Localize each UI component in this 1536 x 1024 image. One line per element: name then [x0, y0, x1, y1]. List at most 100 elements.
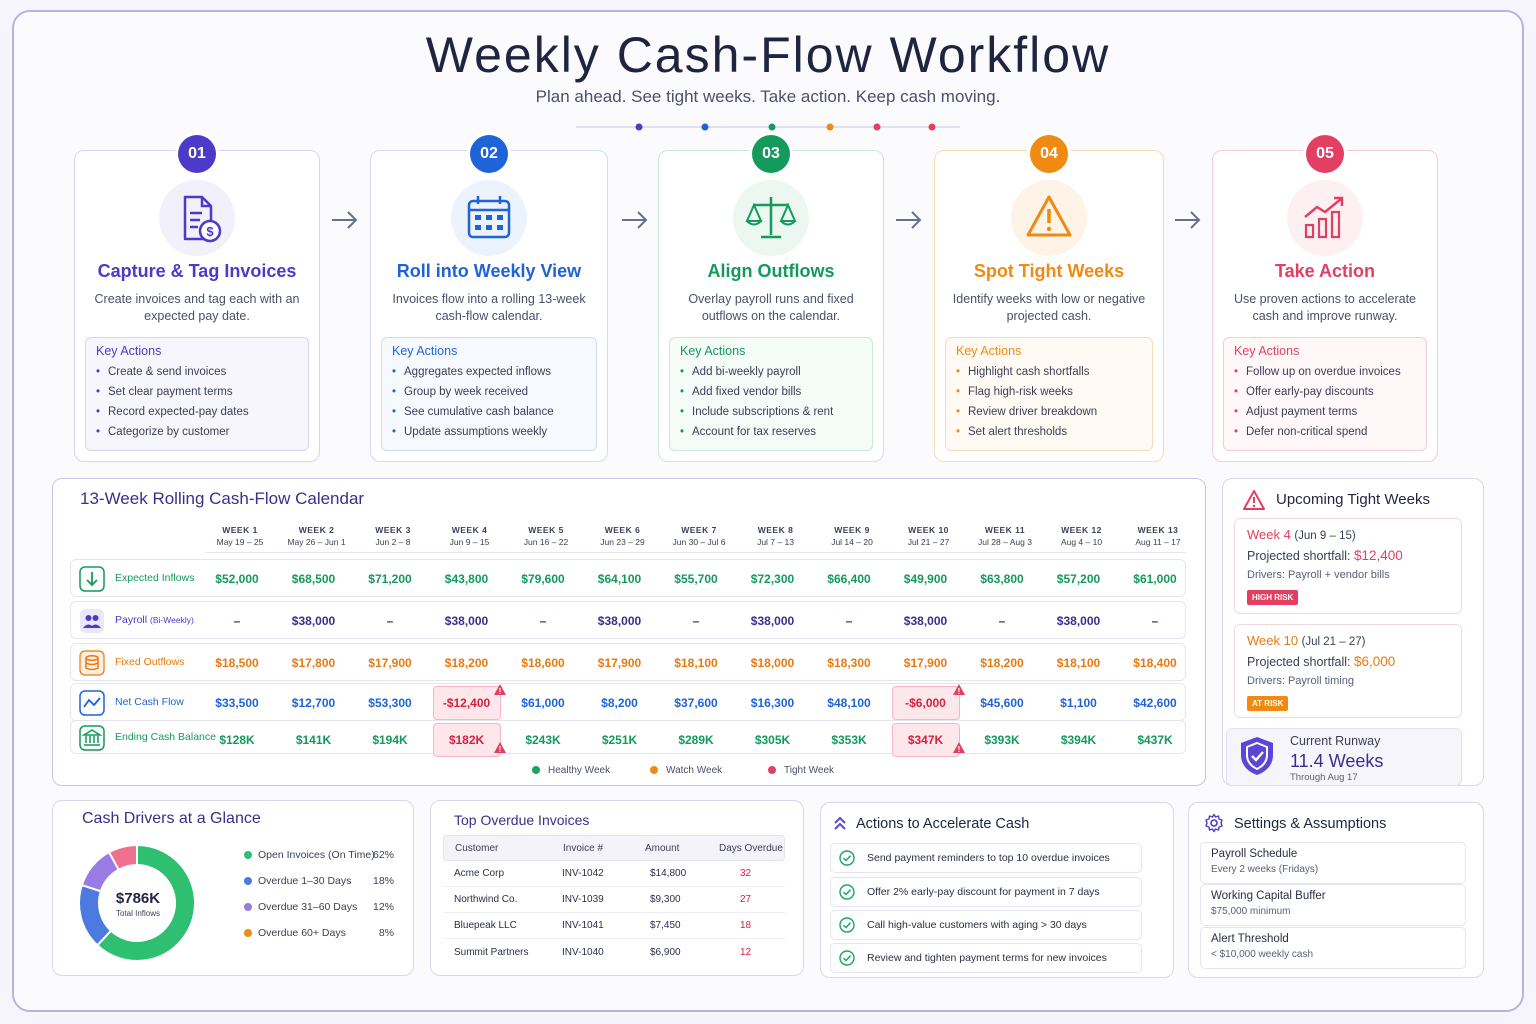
calendar-cell[interactable]: –: [692, 614, 700, 628]
page-subtitle: Plan ahead. See tight weeks. Take action…: [535, 87, 1001, 106]
week-label: WEEK 8: [757, 525, 794, 535]
runway-value: 11.4 Weeks: [1290, 751, 1384, 771]
calendar-cell[interactable]: $305K: [754, 733, 791, 747]
calendar-cell[interactable]: $63,800: [980, 572, 1024, 586]
calendar-cell[interactable]: $53,300: [368, 696, 412, 710]
calendar-cell[interactable]: $8,200: [601, 696, 638, 710]
accelerate-action-item[interactable]: Review and tighten payment terms for new…: [830, 943, 1142, 973]
calendar-cell[interactable]: $128K: [219, 733, 255, 747]
calendar-cell[interactable]: $182K: [432, 723, 501, 757]
svg-text:!: !: [957, 687, 960, 695]
calendar-cell[interactable]: $64,100: [597, 572, 642, 586]
calendar-cell[interactable]: $18,400: [1133, 656, 1177, 670]
calendar-cell[interactable]: –: [386, 614, 394, 628]
calendar-cell[interactable]: $45,600: [980, 696, 1024, 710]
calendar-cell[interactable]: $18,600: [521, 656, 565, 670]
workflow-step-04: 04 Spot Tight Weeks Identify weeks with …: [934, 135, 1164, 462]
calendar-cell[interactable]: $17,800: [291, 656, 336, 670]
balance-scale-icon: [732, 179, 810, 257]
calendar-cell[interactable]: $37,600: [674, 696, 718, 710]
week-label: WEEK 4: [451, 525, 488, 535]
calendar-cell[interactable]: $79,600: [521, 572, 565, 586]
row-label-text: Expected Inflows: [115, 572, 195, 584]
calendar-cell[interactable]: $18,000: [750, 656, 795, 670]
calendar-cell[interactable]: -$12,400: [432, 686, 501, 720]
table-row[interactable]: Summit Partners INV-1040 $6,900 12: [443, 940, 785, 966]
calendar-cell[interactable]: $16,300: [750, 696, 795, 710]
calendar-cell[interactable]: $353K: [831, 733, 867, 747]
table-cell: INV-1040: [562, 947, 604, 958]
calendar-cell[interactable]: $61,000: [1133, 572, 1177, 586]
calendar-cell[interactable]: $18,500: [215, 656, 259, 670]
accelerate-action-item[interactable]: Send payment reminders to top 10 overdue…: [830, 843, 1142, 873]
calendar-cell[interactable]: $17,900: [903, 656, 948, 670]
calendar-cell[interactable]: $66,400: [827, 572, 871, 586]
calendar-cell[interactable]: $17,900: [368, 656, 412, 670]
calendar-cell[interactable]: –: [1151, 614, 1159, 628]
key-actions-box: Key Actions Aggregates expected inflowsG…: [381, 337, 597, 451]
calendar-cell[interactable]: –: [845, 614, 853, 628]
calendar-cell[interactable]: $52,000: [215, 572, 259, 586]
calendar-cell[interactable]: $18,300: [827, 656, 871, 670]
calendar-cell[interactable]: $38,000: [1056, 614, 1101, 628]
setting-item[interactable]: Payroll Schedule Every 2 weeks (Fridays): [1200, 842, 1466, 884]
calendar-cell[interactable]: $12,700: [291, 696, 336, 710]
week-dates: Jun 16 – 22: [523, 537, 569, 547]
calendar-cell[interactable]: $18,100: [1056, 656, 1101, 670]
calendar-cell[interactable]: $61,000: [521, 696, 565, 710]
calendar-cell[interactable]: $38,000: [750, 614, 795, 628]
tight-week-card[interactable]: Week 4 (Jun 9 – 15) Projected shortfall:…: [1234, 518, 1462, 614]
calendar-cell[interactable]: $72,300: [750, 572, 795, 586]
calendar-cell[interactable]: $141K: [295, 733, 332, 747]
donut-hole: [100, 866, 174, 940]
calendar-cell[interactable]: $393K: [984, 733, 1020, 747]
calendar-cell[interactable]: $38,000: [597, 614, 642, 628]
calendar-cell[interactable]: $194K: [372, 733, 408, 747]
calendar-cell[interactable]: $68,500: [291, 572, 336, 586]
decorative-divider: [576, 123, 960, 131]
tight-week-card[interactable]: Week 10 (Jul 21 – 27) Projected shortfal…: [1234, 624, 1462, 718]
calendar-cell[interactable]: $394K: [1060, 733, 1097, 747]
calendar-cell[interactable]: $38,000: [903, 614, 948, 628]
calendar-cell[interactable]: -$6,000: [891, 686, 960, 720]
calendar-cell[interactable]: $1,100: [1060, 696, 1097, 710]
calendar-cell[interactable]: $71,200: [368, 572, 412, 586]
calendar-cell[interactable]: $48,100: [827, 696, 871, 710]
calendar-cell[interactable]: –: [998, 614, 1006, 628]
donut-center-value: $786K: [115, 890, 161, 907]
calendar-cell[interactable]: $42,600: [1133, 696, 1177, 710]
calendar-cell[interactable]: $43,800: [444, 572, 489, 586]
step-description: Invoices flow into a rolling 13-week cas…: [392, 292, 586, 323]
calendar-cell[interactable]: $18,100: [674, 656, 718, 670]
gear-icon[interactable]: [1204, 813, 1224, 833]
calendar-cell[interactable]: $347K: [891, 723, 960, 757]
calendar-cell[interactable]: $49,900: [903, 572, 948, 586]
table-row[interactable]: Bluepeak LLC INV-1041 $7,450 18: [443, 913, 785, 939]
flow-arrow-icon: [896, 211, 922, 229]
calendar-cell[interactable]: $18,200: [444, 656, 489, 670]
calendar-cell[interactable]: $251K: [601, 733, 638, 747]
calendar-row: Payroll (Bi-Weekly) – $38,000 – $38,000 – $38…: [70, 601, 1186, 639]
calendar-cell[interactable]: –: [539, 614, 547, 628]
week-dates: Jun 23 – 29: [600, 537, 645, 547]
calendar-cell[interactable]: $18,200: [980, 656, 1024, 670]
setting-item[interactable]: Working Capital Buffer $75,000 minimum: [1200, 884, 1466, 926]
calendar-cell[interactable]: $38,000: [444, 614, 489, 628]
calendar-cell[interactable]: –: [233, 614, 241, 628]
setting-item[interactable]: Alert Threshold < $10,000 weekly cash: [1200, 927, 1466, 969]
table-row[interactable]: Northwind Co. INV-1039 $9,300 27: [443, 887, 785, 913]
accelerate-action-item[interactable]: Call high-value customers with aging > 3…: [830, 910, 1142, 940]
calendar-cell[interactable]: $57,200: [1056, 572, 1101, 586]
calendar-cell[interactable]: $243K: [525, 733, 561, 747]
accelerate-action-item[interactable]: Offer 2% early-pay discount for payment …: [830, 877, 1142, 907]
calendar-cell[interactable]: $55,700: [674, 572, 718, 586]
week-column-header: WEEK 8 Jul 7 – 13: [738, 524, 814, 548]
svg-text:$: $: [206, 224, 214, 239]
calendar-cell[interactable]: $437K: [1137, 733, 1173, 747]
calendar-cell[interactable]: $289K: [678, 733, 714, 747]
table-row[interactable]: Acme Corp INV-1042 $14,800 32: [443, 861, 785, 887]
calendar-cell[interactable]: $17,900: [597, 656, 642, 670]
week-column-header: WEEK 10 Jul 21 – 27: [891, 524, 967, 548]
calendar-cell[interactable]: $33,500: [215, 696, 259, 710]
calendar-cell[interactable]: $38,000: [291, 614, 336, 628]
